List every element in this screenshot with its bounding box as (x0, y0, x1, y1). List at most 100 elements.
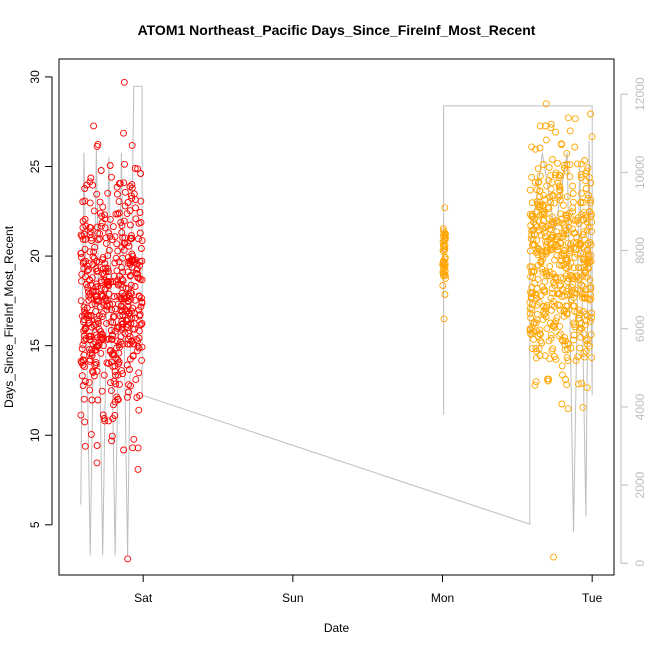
data-point (582, 185, 590, 192)
data-point (85, 316, 93, 324)
data-point (566, 173, 574, 181)
data-point (98, 291, 106, 299)
data-point (551, 219, 559, 227)
data-point (558, 371, 566, 379)
data-point (93, 459, 101, 467)
data-point (530, 215, 538, 223)
data-point (541, 268, 549, 276)
data-point (86, 199, 94, 207)
data-point (587, 291, 594, 299)
data-point (117, 218, 125, 226)
data-point (533, 316, 541, 324)
data-point (85, 260, 93, 268)
data-point (103, 278, 111, 285)
data-point (572, 357, 580, 364)
data-point (552, 169, 560, 177)
data-point (130, 435, 138, 443)
data-point (134, 342, 142, 350)
data-point (562, 227, 570, 235)
data-point (533, 198, 541, 205)
data-point (587, 331, 595, 339)
data-point (587, 179, 595, 187)
data-point (586, 342, 593, 350)
data-point (91, 292, 99, 300)
data-point (583, 340, 591, 348)
data-point (580, 228, 588, 236)
data-point (540, 209, 548, 217)
data-point (114, 323, 122, 331)
data-point (561, 346, 569, 354)
data-point (441, 231, 449, 239)
data-point (85, 332, 93, 340)
data-point (79, 341, 87, 349)
data-point (570, 336, 577, 344)
data-point (536, 326, 544, 334)
data-point (99, 342, 107, 350)
data-point (528, 143, 536, 151)
data-point (87, 224, 95, 232)
x-tick-label: Mon (431, 591, 454, 605)
data-point (110, 377, 118, 385)
data-point (527, 235, 535, 243)
data-point (78, 277, 85, 285)
data-point (533, 223, 541, 231)
data-point (87, 430, 95, 438)
data-point (111, 259, 119, 267)
data-point (93, 267, 101, 275)
data-point (584, 312, 592, 320)
data-point (579, 231, 587, 239)
data-point (540, 303, 548, 310)
data-point (138, 319, 146, 327)
data-point (578, 379, 586, 387)
data-point (577, 264, 585, 272)
data-point (562, 376, 569, 383)
y-tick-label: 20 (28, 249, 42, 263)
data-point (121, 234, 129, 242)
data-point (577, 249, 585, 257)
data-point (588, 227, 596, 235)
data-point (136, 392, 144, 400)
data-point (560, 201, 567, 209)
data-point (108, 437, 116, 445)
data-point (81, 215, 89, 223)
data-point (541, 287, 549, 295)
data-point (563, 354, 571, 362)
data-point (138, 299, 146, 307)
data-point (586, 296, 594, 304)
data-point (137, 170, 145, 177)
data-point (441, 267, 449, 275)
data-point (81, 325, 89, 333)
data-point (124, 298, 132, 305)
data-point (528, 173, 536, 181)
data-point (543, 303, 550, 311)
data-point (565, 263, 573, 271)
data-point (127, 382, 135, 390)
data-point (99, 331, 107, 339)
data-point (123, 393, 131, 401)
data-point (571, 323, 579, 331)
data-point (535, 226, 543, 234)
data-point (109, 331, 116, 339)
data-point (115, 360, 122, 368)
data-point (534, 261, 542, 269)
data-point (555, 332, 563, 340)
data-point (135, 274, 143, 282)
data-point (132, 256, 139, 264)
y2-tick-label: 2000 (633, 471, 647, 498)
data-point (108, 236, 116, 244)
data-point (554, 246, 562, 254)
data-point (579, 199, 587, 207)
data-point (104, 252, 112, 260)
data-point (552, 128, 560, 136)
data-point (138, 294, 145, 302)
data-point (129, 444, 137, 452)
data-point (118, 229, 126, 237)
data-point (137, 321, 145, 329)
data-point (118, 280, 126, 288)
data-point (549, 297, 557, 305)
data-point (134, 235, 142, 243)
data-point (528, 323, 536, 331)
y2-tick-label: 4000 (633, 393, 647, 420)
data-point (441, 291, 449, 298)
data-point (89, 367, 96, 375)
